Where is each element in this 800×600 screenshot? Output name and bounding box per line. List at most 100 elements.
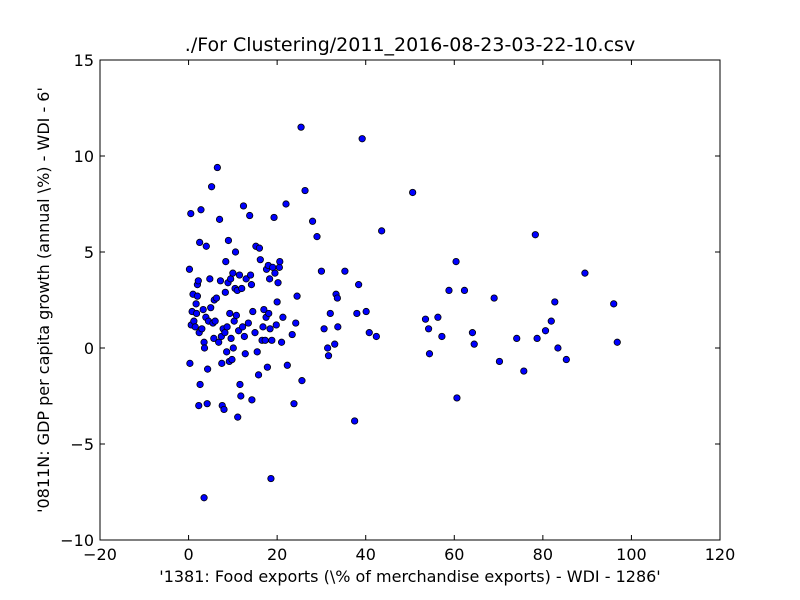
data-point: [207, 304, 215, 312]
data-point: [220, 405, 228, 414]
data-point: [425, 350, 434, 358]
data-point: [251, 329, 259, 337]
x-axis-ticks: −20 0 20 40 60 80 100 120: [83, 60, 735, 564]
x-tick-label: 80: [533, 545, 553, 564]
data-point: [256, 256, 264, 264]
data-point: [378, 227, 386, 235]
data-point: [460, 286, 469, 294]
data-point: [276, 257, 284, 266]
data-point: [268, 336, 276, 344]
data-point: [192, 309, 201, 318]
data-point: [531, 231, 539, 239]
data-point: [186, 359, 194, 367]
data-point: [208, 183, 216, 191]
data-point: [274, 279, 282, 287]
data-point: [196, 238, 204, 246]
data-point: [351, 417, 359, 425]
data-point: [238, 284, 246, 293]
data-point: [282, 200, 290, 208]
data-point: [210, 334, 218, 342]
data-point: [218, 359, 226, 367]
data-point: [206, 275, 214, 283]
data-point: [331, 340, 339, 348]
data-point: [228, 355, 236, 364]
data-point: [211, 317, 219, 325]
data-point: [229, 344, 237, 352]
data-point: [365, 329, 373, 337]
y-tick-label: 0: [84, 339, 94, 358]
x-tick-label: 60: [444, 545, 464, 564]
data-point: [242, 275, 250, 283]
data-point: [226, 309, 234, 318]
data-point: [253, 348, 261, 356]
data-point: [293, 292, 301, 300]
data-point: [288, 330, 296, 339]
data-point: [453, 394, 461, 402]
data-point: [200, 344, 209, 352]
data-point: [192, 300, 200, 308]
data-point: [297, 123, 305, 131]
y-axis-label: '0811N: GDP per capita growth (annual \%…: [34, 87, 53, 513]
data-point: [520, 367, 528, 375]
data-point: [292, 319, 300, 327]
data-point: [409, 188, 417, 197]
data-point: [244, 319, 252, 327]
data-point: [236, 380, 244, 389]
data-point: [272, 321, 280, 329]
data-point: [513, 334, 521, 342]
data-point: [283, 361, 291, 369]
data-point: [247, 281, 256, 289]
data-point: [241, 350, 249, 358]
data-point: [266, 275, 274, 283]
data-point: [562, 355, 570, 364]
data-point: [438, 332, 446, 341]
data-point: [372, 332, 380, 341]
data-point: [468, 329, 477, 337]
data-point: [308, 217, 317, 225]
data-point: [204, 365, 212, 373]
data-point: [215, 215, 224, 223]
data-point: [270, 213, 278, 222]
data-point: [298, 377, 306, 385]
data-point: [334, 323, 342, 331]
data-point: [261, 336, 269, 344]
plot-frame: [99, 59, 721, 541]
data-point: [223, 348, 231, 356]
data-point: [234, 413, 242, 421]
data-point: [227, 334, 235, 342]
y-tick-label: −10: [60, 531, 94, 550]
chart-title: ./For Clustering/2011_2016-08-23-03-22-1…: [184, 34, 636, 56]
data-point: [196, 380, 204, 389]
x-tick-label: −20: [83, 545, 117, 564]
data-point: [317, 267, 326, 275]
data-point: [248, 396, 256, 404]
data-point: [224, 236, 233, 245]
data-point: [301, 186, 309, 195]
data-point: [187, 210, 195, 218]
data-point: [246, 211, 254, 220]
data-point: [470, 340, 478, 348]
data-point: [424, 325, 433, 333]
data-point: [202, 242, 210, 250]
data-point: [533, 334, 541, 342]
data-point: [249, 307, 257, 316]
data-point: [495, 357, 504, 366]
data-point: [541, 327, 550, 335]
data-point: [320, 325, 328, 333]
data-point: [610, 300, 618, 308]
data-point: [554, 344, 562, 352]
x-tick-label: 100: [616, 545, 647, 564]
data-point: [194, 277, 202, 285]
data-point: [613, 338, 621, 346]
data-point: [259, 323, 267, 331]
data-point: [232, 311, 240, 319]
data-point: [235, 271, 244, 279]
data-point: [231, 248, 240, 256]
data-point: [324, 344, 332, 352]
data-point: [254, 371, 263, 379]
data-point: [198, 325, 206, 333]
data-point: [197, 206, 205, 214]
y-tick-label: −5: [70, 435, 94, 454]
y-axis-ticks: −10 −5 0 5 10 15: [60, 51, 720, 550]
data-point: [324, 352, 333, 360]
